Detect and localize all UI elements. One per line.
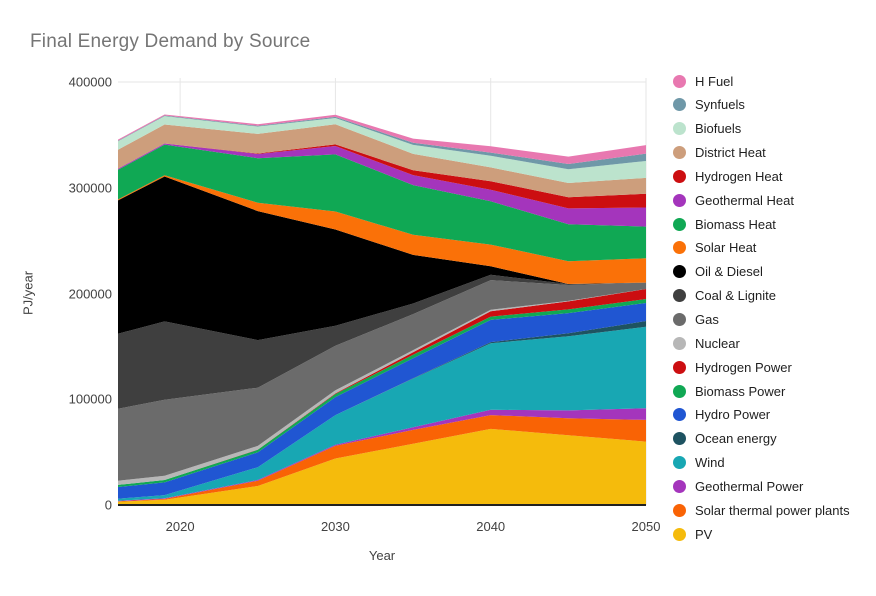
legend-swatch-icon	[673, 384, 686, 398]
area-series-geothermal-power	[118, 408, 646, 502]
legend-item: Hydrogen Heat	[673, 168, 782, 184]
legend-item: Oil & Diesel	[673, 264, 763, 280]
area-series-h-fuel	[118, 114, 646, 164]
legend-label: Geothermal Power	[695, 478, 804, 494]
x-axis-title: Year	[368, 548, 396, 563]
legend-swatch-icon	[673, 456, 686, 470]
x-tick-label: 2030	[320, 519, 350, 534]
legend-item: PV	[673, 526, 712, 542]
legend-label: PV	[695, 526, 713, 542]
area-series-hydrogen-heat	[118, 143, 646, 209]
legend-swatch-icon	[673, 122, 686, 136]
legend-item: Ocean energy	[673, 431, 777, 447]
legend-item: H Fuel	[673, 73, 733, 89]
legend-swatch-icon	[673, 503, 686, 517]
legend-swatch-icon	[673, 98, 686, 112]
area-series-synfuels	[118, 115, 646, 170]
legend-label: Biofuels	[695, 121, 742, 137]
legend-item: Hydrogen Power	[673, 359, 792, 375]
x-tick-label: 2020	[165, 519, 195, 534]
area-series-solar-thermal-power-plants	[118, 415, 646, 502]
area-series-wind	[118, 326, 646, 501]
x-tick-label: 2050	[631, 519, 661, 534]
area-series-coal-lignite	[118, 274, 646, 409]
legend-item: Gas	[673, 312, 719, 328]
legend-swatch-icon	[673, 193, 686, 207]
legend-item: Nuclear	[673, 335, 740, 351]
legend-label: Coal & Lignite	[695, 288, 776, 304]
legend-item: Biomass Power	[673, 383, 785, 399]
legend-item: Geothermal Heat	[673, 192, 794, 208]
chart-title: Final Energy Demand by Source	[30, 31, 311, 52]
legend-item: Wind	[673, 455, 725, 471]
legend-swatch-icon	[673, 432, 686, 446]
legend-label: Wind	[695, 455, 725, 471]
legend-item: Biofuels	[673, 121, 741, 137]
area-series-district-heat	[118, 124, 646, 198]
y-tick-label: 100000	[68, 391, 112, 407]
legend-item: Synfuels	[673, 97, 745, 113]
area-series-hydro-power	[118, 303, 646, 499]
y-tick-label: 300000	[68, 180, 112, 196]
legend-label: Biomass Heat	[695, 216, 776, 232]
legend-swatch-icon	[673, 289, 686, 303]
legend-swatch-icon	[673, 360, 686, 374]
legend-label: Nuclear	[695, 335, 740, 351]
legend-item: Biomass Heat	[673, 216, 776, 232]
y-tick-label: 200000	[68, 286, 112, 301]
x-tick-label: 2040	[476, 519, 506, 534]
legend-label: Geothermal Heat	[695, 192, 794, 208]
legend-swatch-icon	[673, 408, 686, 422]
legend-label: Hydro Power	[695, 407, 771, 423]
legend-swatch-icon	[673, 74, 686, 88]
legend-label: Ocean energy	[695, 431, 777, 447]
legend-item: District Heat	[673, 145, 766, 161]
legend-swatch-icon	[673, 265, 686, 279]
legend-label: Solar thermal power plants	[695, 502, 850, 518]
area-series-geothermal-heat	[118, 143, 646, 227]
legend-label: Solar Heat	[695, 240, 757, 256]
legend-label: Oil & Diesel	[695, 264, 763, 280]
area-series-pv	[118, 428, 646, 505]
legend-swatch-icon	[673, 217, 686, 231]
legend-label: Biomass Power	[695, 383, 786, 399]
legend-item: Solar Heat	[673, 240, 756, 256]
legend-item: Coal & Lignite	[673, 288, 776, 304]
legend-swatch-icon	[673, 241, 686, 255]
legend-item: Geothermal Power	[673, 478, 803, 494]
legend-label: Synfuels	[695, 97, 745, 113]
legend-label: H Fuel	[695, 73, 734, 89]
legend-item: Solar thermal power plants	[673, 502, 850, 518]
legend-label: Hydrogen Power	[695, 359, 792, 375]
area-series-biofuels	[118, 116, 646, 183]
area-series-gas	[118, 280, 646, 481]
area-series-solar-heat	[118, 175, 646, 284]
legend-label: District Heat	[695, 145, 766, 161]
legend-item: Hydro Power	[673, 407, 770, 423]
legend-swatch-icon	[673, 313, 686, 326]
legend-label: Hydrogen Heat	[695, 168, 783, 184]
legend-swatch-icon	[673, 169, 686, 183]
legend-swatch-icon	[673, 479, 686, 493]
area-series-biomass-heat	[118, 144, 646, 262]
legend-swatch-icon	[673, 336, 686, 350]
area-series-oil-diesel	[118, 176, 646, 341]
y-tick-label: 0	[104, 497, 112, 513]
legend-label: Gas	[695, 312, 719, 327]
legend-swatch-icon	[673, 527, 686, 541]
legend-swatch-icon	[673, 146, 686, 160]
y-tick-label: 400000	[68, 74, 112, 90]
